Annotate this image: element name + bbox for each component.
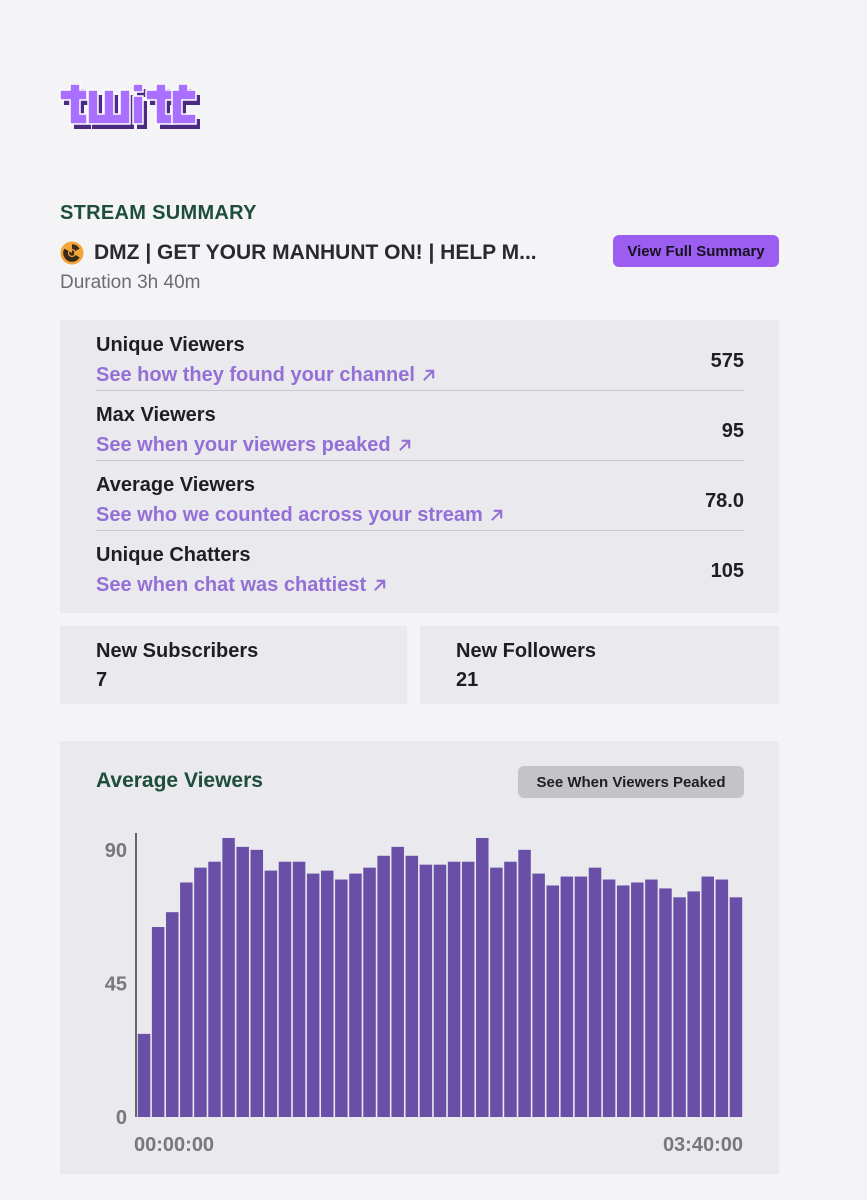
stat-value: 95 bbox=[721, 420, 744, 442]
y-tick-label: 45 bbox=[105, 973, 127, 995]
chart-bar[interactable] bbox=[673, 897, 686, 1117]
chart-bar[interactable] bbox=[659, 888, 672, 1117]
twitch-logo-face bbox=[59, 84, 197, 125]
chart-bar[interactable] bbox=[264, 870, 278, 1117]
chart-bar[interactable] bbox=[321, 870, 334, 1117]
chart-bar[interactable] bbox=[518, 849, 531, 1117]
y-tick-label: 90 bbox=[105, 840, 127, 862]
stream-duration: Duration 3h 40m bbox=[60, 272, 201, 293]
chart-bar[interactable] bbox=[405, 855, 419, 1117]
chart-bar[interactable] bbox=[194, 867, 207, 1117]
new-subscribers-value: 7 bbox=[96, 669, 108, 691]
average-viewers-chart: 0 45 90 00:00:00 03:40:00 bbox=[105, 833, 743, 1156]
stat-link-max-viewers[interactable]: See when your viewers peaked bbox=[96, 434, 412, 457]
twitch-logo[interactable] bbox=[58, 84, 206, 136]
stat-label: Max Viewers bbox=[96, 404, 216, 426]
chart-bar[interactable] bbox=[433, 864, 447, 1117]
stat-row-unique-chatters: Unique Chatters See when chat was chatti… bbox=[96, 530, 744, 600]
stat-value: 575 bbox=[710, 350, 744, 372]
stat-label: Unique Chatters bbox=[96, 544, 251, 566]
arrow-up-right-icon bbox=[374, 579, 386, 591]
chart-bar[interactable] bbox=[306, 873, 320, 1117]
chart-bar[interactable] bbox=[504, 861, 517, 1117]
chart-bar[interactable] bbox=[715, 879, 729, 1117]
chart-bar[interactable] bbox=[490, 867, 503, 1117]
chart-bar[interactable] bbox=[588, 867, 602, 1117]
chart-bar[interactable] bbox=[602, 879, 616, 1117]
chart-bar[interactable] bbox=[363, 867, 376, 1117]
stat-link-text: See who we counted across your stream bbox=[96, 504, 483, 526]
new-followers-label: New Followers bbox=[456, 640, 597, 662]
chart-bar[interactable] bbox=[377, 855, 390, 1117]
x-tick-label: 03:40:00 bbox=[663, 1134, 743, 1156]
chart-bar[interactable] bbox=[701, 876, 715, 1117]
stat-link-text: See how they found your channel bbox=[96, 364, 415, 386]
stat-label: Average Viewers bbox=[96, 474, 255, 496]
arrow-up-right-icon bbox=[490, 509, 503, 521]
stat-link-average-viewers[interactable]: See who we counted across your stream bbox=[96, 504, 504, 527]
stat-value: 105 bbox=[710, 560, 744, 582]
new-subscribers-label: New Subscribers bbox=[96, 640, 259, 662]
stat-row-average-viewers: Average Viewers See who we counted acros… bbox=[96, 460, 744, 531]
stat-label: Unique Viewers bbox=[96, 334, 245, 356]
chart-bar[interactable] bbox=[208, 861, 221, 1117]
chart-bar[interactable] bbox=[250, 849, 264, 1117]
chart-bar[interactable] bbox=[165, 912, 179, 1117]
chart-bar[interactable] bbox=[729, 897, 743, 1117]
chart-bar[interactable] bbox=[645, 879, 658, 1117]
arrow-up-right-icon bbox=[398, 439, 410, 451]
stream-title: DMZ | GET YOUR MANHUNT ON! | HELP M... bbox=[94, 241, 537, 264]
chart-bar[interactable] bbox=[532, 873, 545, 1117]
y-tick-label: 0 bbox=[116, 1107, 127, 1129]
chart-bar[interactable] bbox=[236, 846, 249, 1117]
chart-bar[interactable] bbox=[447, 861, 461, 1117]
chart-bar[interactable] bbox=[616, 885, 630, 1117]
chart-title: Average Viewers bbox=[96, 769, 263, 792]
arrow-up-right-icon bbox=[423, 369, 435, 381]
x-tick-label: 00:00:00 bbox=[134, 1134, 214, 1156]
stat-link-unique-viewers[interactable]: See how they found your channel bbox=[96, 364, 436, 387]
stats-card: Unique Viewers See how they found your c… bbox=[60, 320, 779, 613]
chart-bar[interactable] bbox=[222, 837, 235, 1117]
see-when-viewers-peaked-button[interactable]: See When Viewers Peaked bbox=[518, 766, 744, 798]
new-followers-value: 21 bbox=[456, 669, 479, 691]
chart-bar[interactable] bbox=[292, 861, 306, 1117]
stat-row-unique-viewers: Unique Viewers See how they found your c… bbox=[96, 320, 744, 391]
chart-bar[interactable] bbox=[574, 876, 588, 1117]
chart-bar[interactable] bbox=[461, 861, 475, 1117]
chart-bar[interactable] bbox=[687, 891, 700, 1117]
chart-bar[interactable] bbox=[335, 879, 348, 1117]
new-followers-card: New Followers 21 bbox=[420, 626, 779, 704]
chart-bar[interactable] bbox=[151, 927, 165, 1117]
chart-bar[interactable] bbox=[631, 882, 644, 1117]
stat-link-unique-chatters[interactable]: See when chat was chattiest bbox=[96, 574, 387, 597]
stat-link-text: See when chat was chattiest bbox=[96, 574, 367, 596]
stat-value: 78.0 bbox=[705, 490, 744, 512]
chart-bar[interactable] bbox=[349, 873, 362, 1117]
chart-bar[interactable] bbox=[180, 882, 193, 1117]
view-full-summary-button[interactable]: View Full Summary bbox=[613, 235, 779, 267]
chart-bar[interactable] bbox=[419, 864, 433, 1117]
new-subscribers-card: New Subscribers 7 bbox=[60, 626, 407, 704]
chart-bar[interactable] bbox=[476, 837, 489, 1117]
chart-bar[interactable] bbox=[137, 1033, 151, 1117]
stream-title-row: DMZ | GET YOUR MANHUNT ON! | HELP M... bbox=[60, 238, 600, 268]
chart-bar[interactable] bbox=[560, 876, 574, 1117]
average-viewers-chart-card: Average Viewers See When Viewers Peaked … bbox=[60, 741, 779, 1174]
chart-bar[interactable] bbox=[546, 885, 559, 1117]
chart-bar[interactable] bbox=[278, 861, 292, 1117]
radiation-icon bbox=[60, 241, 84, 265]
stat-link-text: See when your viewers peaked bbox=[96, 434, 391, 456]
chart-bar[interactable] bbox=[391, 846, 404, 1117]
stream-summary-heading: STREAM SUMMARY bbox=[60, 202, 257, 224]
stat-row-max-viewers: Max Viewers See when your viewers peaked… bbox=[96, 390, 744, 461]
